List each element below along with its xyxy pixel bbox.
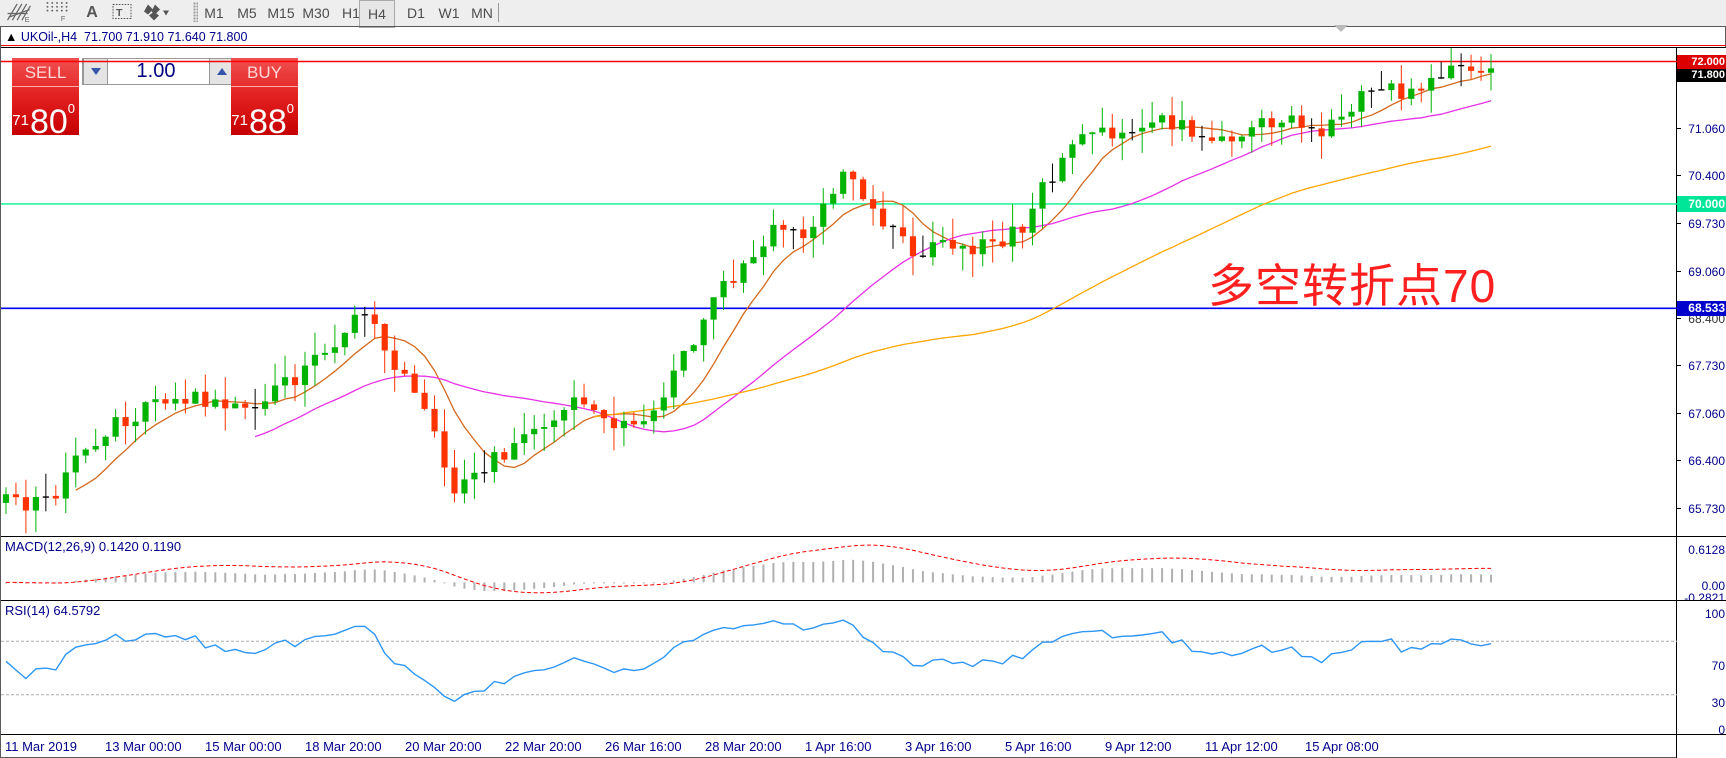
- svg-text:E: E: [25, 16, 30, 23]
- svg-text:T: T: [116, 7, 123, 19]
- svg-text:F: F: [61, 15, 66, 23]
